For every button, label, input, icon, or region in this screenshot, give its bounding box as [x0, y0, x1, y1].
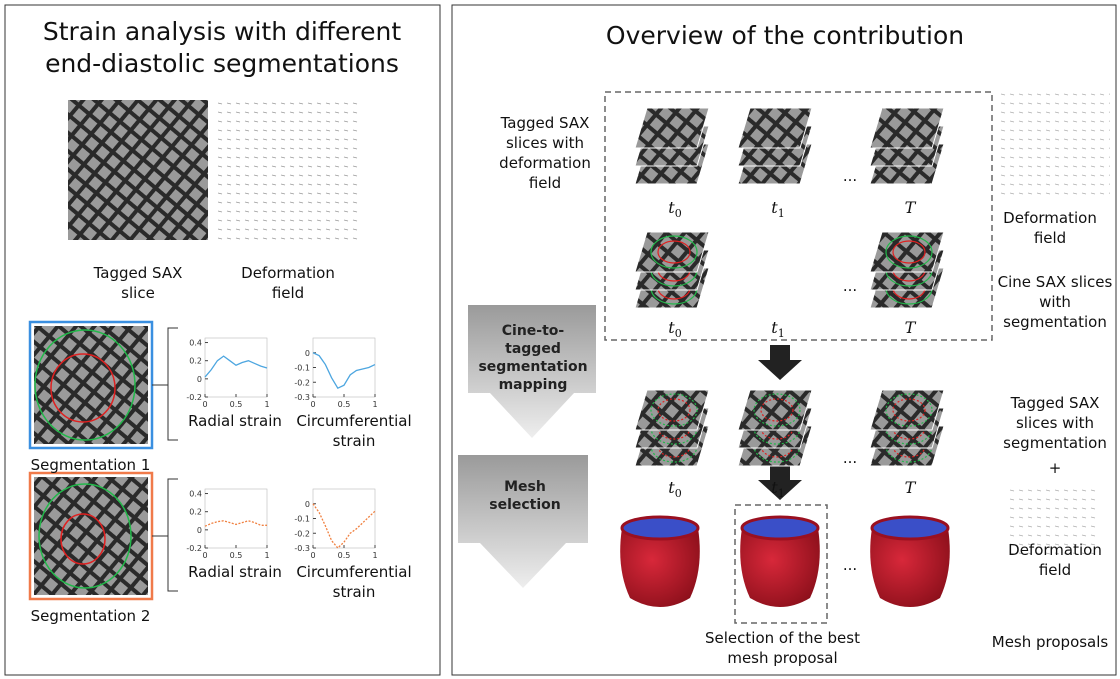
x-tick-label: 0.5: [338, 551, 351, 560]
strain-curve: [205, 521, 267, 526]
y-tick-label: -0.1: [294, 364, 310, 373]
slice: [738, 390, 812, 430]
time-label: t0: [655, 318, 695, 344]
plot-frame: [313, 338, 375, 397]
slice: [870, 232, 944, 272]
label: Mesh proposals: [985, 632, 1115, 652]
time-label: t0: [655, 478, 695, 504]
strain-curve: [205, 356, 267, 377]
time-label: t1: [758, 318, 798, 344]
label: Deformation field: [995, 208, 1105, 248]
mesh-top: [622, 517, 698, 539]
x-tick-label: 0: [310, 400, 315, 409]
y-tick-label: 0: [305, 349, 310, 358]
plot-label: Circumferential strain: [289, 562, 419, 602]
x-tick-label: 0: [310, 551, 315, 560]
y-tick-label: 0.4: [189, 339, 202, 348]
x-tick-label: 1: [264, 551, 269, 560]
plot-label: Radial strain: [175, 411, 295, 431]
time-sub: 0: [675, 207, 682, 220]
y-tick-label: 0.4: [189, 490, 202, 499]
step-arrow: [458, 455, 588, 588]
y-tick-label: -0.2: [186, 393, 202, 402]
label: Cine SAX slices with segmentation: [995, 272, 1115, 332]
x-tick-label: 1: [264, 400, 269, 409]
label: Tagged SAX slices with deformation field: [490, 113, 600, 193]
time-label: T: [890, 478, 930, 498]
slice: [870, 108, 944, 148]
y-tick-label: 0: [305, 500, 310, 509]
ellipsis: ...: [835, 448, 865, 468]
y-tick-label: -0.2: [294, 378, 310, 387]
segmentation-label: Segmentation 1: [28, 455, 153, 475]
title: Overview of the contribution: [560, 20, 1010, 52]
y-tick-label: -0.3: [294, 544, 310, 553]
slice: [635, 108, 709, 148]
y-tick-label: -0.1: [294, 515, 310, 524]
label: Selection of the best mesh proposal: [695, 628, 870, 668]
ellipsis: ...: [835, 276, 865, 296]
time-label: t1: [758, 198, 798, 224]
time-label: T: [890, 198, 930, 218]
label: Deformation field: [228, 263, 348, 303]
x-tick-label: 1: [372, 551, 377, 560]
label: Deformation field: [995, 540, 1115, 580]
time-sub: 1: [778, 207, 785, 220]
step-label: Mesh selection: [470, 478, 580, 514]
time-base: T: [905, 318, 916, 337]
title: Strain analysis with different end-diast…: [22, 16, 422, 80]
x-tick-label: 0: [202, 400, 207, 409]
time-sub: 0: [675, 327, 682, 340]
segmentation-label: Segmentation 2: [28, 606, 153, 626]
x-tick-label: 0.5: [230, 551, 243, 560]
y-tick-label: -0.2: [186, 544, 202, 553]
slice: [635, 390, 709, 430]
arrow: [758, 345, 802, 380]
label: +: [1040, 458, 1070, 478]
x-tick-label: 0: [202, 551, 207, 560]
y-tick-label: 0.2: [189, 357, 202, 366]
y-tick-label: 0: [197, 526, 202, 535]
slice: [870, 390, 944, 430]
mesh-top: [872, 517, 948, 539]
time-base: T: [905, 198, 916, 217]
time-sub: 1: [778, 487, 785, 500]
time-label: T: [890, 318, 930, 338]
time-sub: 0: [675, 487, 682, 500]
mesh-top: [742, 517, 818, 539]
x-tick-label: 0.5: [338, 400, 351, 409]
ellipsis: ...: [835, 555, 865, 575]
figure: 0.40.20-0.200.510-0.1-0.2-0.300.510.40.2…: [0, 0, 1120, 679]
label: Tagged SAX slices with segmentation: [995, 393, 1115, 453]
time-label: t1: [758, 478, 798, 504]
plot-frame: [205, 489, 267, 548]
step-label: Cine-to-tagged segmentation mapping: [474, 322, 592, 394]
y-tick-label: 0: [197, 375, 202, 384]
deformation-image: [218, 100, 358, 240]
plot-frame: [205, 338, 267, 397]
y-tick-label: -0.2: [294, 529, 310, 538]
time-label: t0: [655, 198, 695, 224]
point-cloud: [1000, 90, 1110, 200]
y-tick-label: 0.2: [189, 508, 202, 517]
strain-curve: [313, 353, 375, 388]
time-sub: 1: [778, 327, 785, 340]
x-tick-label: 0.5: [230, 400, 243, 409]
x-tick-label: 1: [372, 400, 377, 409]
plot-label: Circumferential strain: [289, 411, 419, 451]
label: Tagged SAX slice: [78, 263, 198, 303]
ellipsis: ...: [835, 166, 865, 186]
y-tick-label: -0.3: [294, 393, 310, 402]
tagged-image: [68, 100, 208, 240]
plot-frame: [313, 489, 375, 548]
time-base: T: [905, 478, 916, 497]
slice: [738, 108, 812, 148]
strain-curve: [313, 504, 375, 548]
slice: [635, 232, 709, 272]
plot-label: Radial strain: [175, 562, 295, 582]
